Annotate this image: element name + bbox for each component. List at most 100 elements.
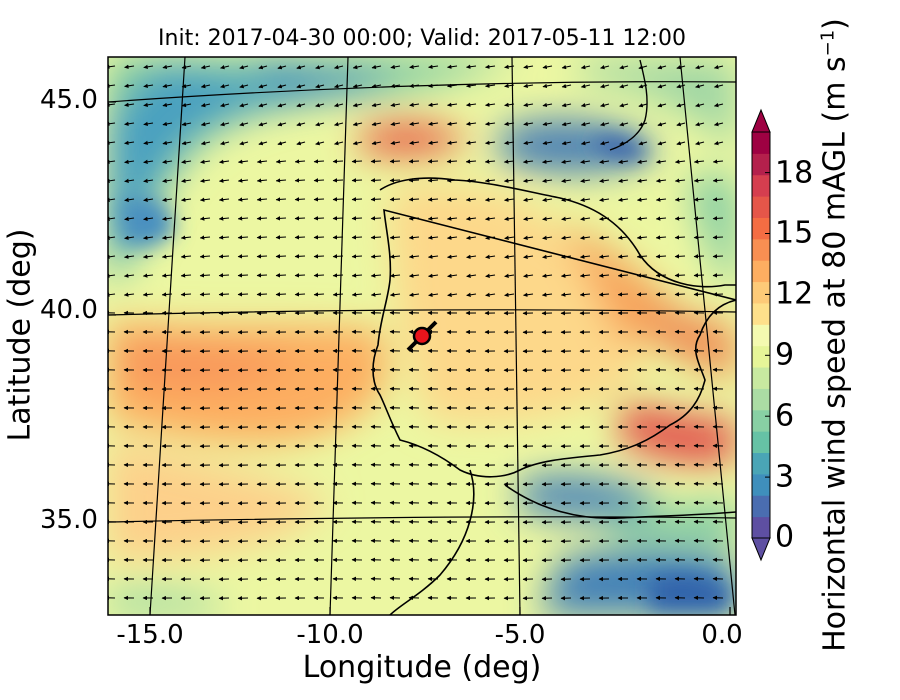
wind-arrow — [124, 102, 135, 107]
wind-arrow — [256, 197, 268, 202]
wind-arrow — [108, 216, 116, 222]
wind-arrow — [256, 235, 268, 240]
wind-arrow — [580, 216, 591, 221]
wind-arrow — [580, 64, 591, 70]
wind-arrow — [542, 178, 553, 183]
wind-arrow — [389, 197, 401, 202]
wind-arrow — [218, 235, 230, 240]
wind-arrow — [580, 121, 591, 127]
wind-arrow — [712, 273, 724, 278]
wind-arrow — [181, 216, 192, 221]
wind-arrow — [542, 292, 553, 297]
wind-arrow — [108, 197, 116, 203]
wind-arrow — [676, 84, 686, 89]
wind-arrow — [161, 292, 173, 297]
wind-arrow — [219, 159, 230, 164]
wind-arrow — [504, 216, 515, 221]
wind-arrow — [351, 178, 363, 183]
wind-arrow — [446, 216, 458, 221]
wind-arrow — [408, 235, 420, 240]
wind-arrow — [523, 102, 534, 108]
wind-arrow — [446, 178, 458, 183]
wind-arrow — [542, 83, 553, 89]
wind-arrow — [296, 122, 306, 127]
wind-arrow — [143, 197, 154, 203]
wind-arrow — [220, 141, 230, 146]
colorbar-segment — [752, 431, 770, 454]
x-axis-label: Longitude (deg) — [302, 650, 542, 685]
wind-arrow — [542, 102, 553, 108]
wind-arrow — [143, 121, 154, 127]
wind-arrow — [161, 254, 173, 259]
wind-arrow — [123, 292, 135, 297]
wind-arrow — [277, 65, 287, 70]
wind-arrow — [332, 273, 344, 278]
lat-tick-label: 40.0 — [40, 295, 98, 325]
wind-arrow — [466, 140, 477, 145]
wind-arrow — [599, 159, 610, 165]
wind-arrow — [695, 141, 705, 146]
wind-arrow — [712, 235, 724, 240]
wind-arrow — [258, 84, 268, 89]
wind-arrow — [656, 178, 667, 183]
wind-arrow — [313, 178, 325, 183]
wind-arrow — [598, 254, 610, 259]
wind-arrow — [523, 121, 534, 127]
wind-arrow — [108, 292, 116, 297]
wind-arrow — [294, 159, 306, 164]
wind-arrow — [600, 122, 610, 127]
wind-arrow — [256, 273, 268, 278]
wind-arrow — [636, 254, 648, 259]
wind-arrow — [619, 84, 629, 89]
wind-arrow — [580, 254, 591, 259]
wind-arrow — [332, 178, 344, 183]
wind-arrow — [370, 197, 382, 202]
wind-arrow — [218, 273, 230, 278]
wind-arrow — [523, 159, 534, 164]
wind-arrow — [124, 159, 135, 164]
wind-arrow — [352, 102, 363, 108]
wind-arrow — [124, 64, 135, 69]
wind-arrow — [256, 159, 268, 164]
wind-arrow — [352, 140, 363, 146]
wind-arrow — [485, 197, 496, 202]
wind-arrow — [712, 216, 724, 221]
wind-arrow — [124, 273, 135, 278]
colorbar-segment — [752, 324, 770, 347]
wind-arrow — [352, 64, 363, 70]
wind-arrow — [714, 141, 724, 146]
wind-arrow — [218, 216, 230, 221]
wind-arrow — [351, 254, 363, 259]
colorbar-segment — [752, 238, 770, 261]
wind-arrow — [676, 141, 686, 146]
wind-arrow — [428, 292, 439, 297]
wind-arrow — [579, 273, 591, 278]
wind-arrow — [389, 235, 401, 240]
colorbar-segment — [752, 367, 770, 389]
wind-arrow — [428, 102, 439, 107]
wind-arrow — [370, 178, 382, 183]
colorbar-tick-label: 3 — [775, 459, 795, 495]
wind-arrow — [447, 140, 458, 145]
wind-arrow — [108, 140, 116, 145]
wind-arrow — [351, 197, 363, 202]
wind-arrow — [334, 141, 344, 146]
wind-arrow — [695, 84, 705, 89]
wind-arrow — [409, 121, 420, 127]
wind-arrow — [657, 103, 667, 108]
wind-arrow — [523, 178, 534, 183]
wind-arrow — [237, 235, 249, 240]
colorbar-segment — [752, 132, 770, 154]
wind-arrow — [504, 102, 515, 107]
wind-arrow — [465, 178, 477, 183]
wind-arrow — [200, 83, 211, 89]
wind-arrow — [542, 64, 553, 70]
wind-arrow — [408, 254, 420, 259]
wind-arrow — [239, 103, 249, 108]
wind-arrow — [617, 292, 629, 297]
wind-arrow — [220, 122, 230, 127]
wind-arrow — [181, 140, 192, 146]
wind-arrow — [485, 216, 496, 221]
wind-arrow — [390, 292, 401, 297]
